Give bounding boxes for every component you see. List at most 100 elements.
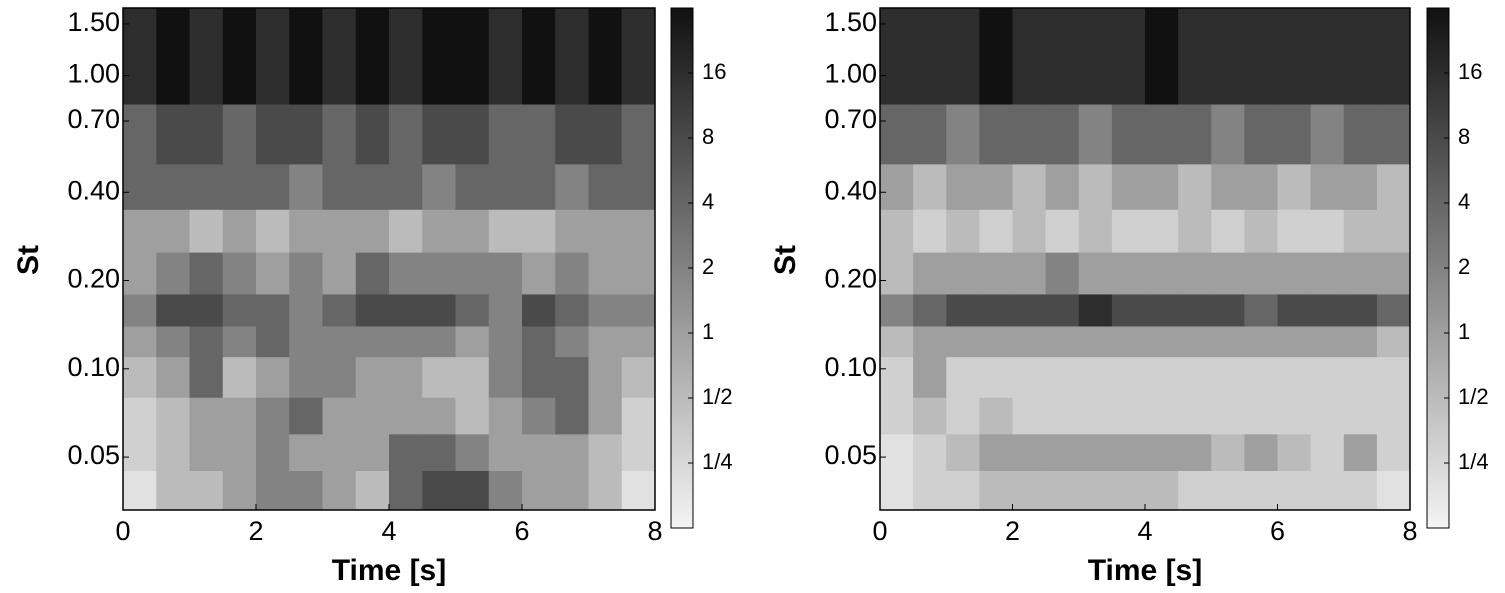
heat-cell [588,325,623,358]
heat-cell [588,433,623,472]
heat-cell [1343,433,1378,472]
y-tick-label: 0.70 [67,104,120,134]
heat-cell [1178,209,1212,253]
heat-cell [555,8,589,105]
heat-cell [946,252,980,295]
heat-cell [1078,293,1113,327]
heat-cell [488,163,523,210]
heat-cell [588,103,623,165]
heat-cell [1244,103,1278,165]
heat-cell [1211,356,1245,398]
heat-cell [1211,252,1245,295]
heat-cell [455,209,490,253]
heat-cell [1045,8,1080,105]
heat-cell [1111,209,1146,253]
heat-cell [1211,163,1245,210]
heat-cell [588,356,623,398]
heat-cell [455,356,490,398]
y-tick-label: 0.20 [67,264,120,294]
x-tick-label: 0 [872,516,887,546]
heat-cell [1310,163,1345,210]
heat-cell [189,433,224,472]
heat-cell [555,293,589,327]
heat-cell [488,356,523,398]
colorbar-tick-label: 2 [702,254,714,279]
heat-cell [1376,470,1411,511]
heat-cell [522,356,556,398]
heat-cell [256,397,290,435]
heat-cell [979,163,1013,210]
heat-cell [946,103,980,165]
heat-cell [256,356,290,398]
heat-cell [488,293,523,327]
x-tick-label: 0 [115,516,130,546]
heat-cell [289,103,323,165]
heat-cell [555,397,589,435]
heat-cell [355,433,390,472]
x-tick-label: 4 [381,516,396,546]
heat-cell [555,325,589,358]
heat-cell [1045,103,1080,165]
heat-cell [1376,397,1411,435]
heat-cell [1376,252,1411,295]
heat-cell [1045,356,1080,398]
heat-cell [522,325,556,358]
heat-cell [355,252,390,295]
heat-cell [322,163,357,210]
heat-cell [522,293,556,327]
heat-cell [1178,103,1212,165]
heat-cell [123,470,157,511]
heat-cell [1045,293,1080,327]
heat-cell [189,325,224,358]
heat-cell [555,470,589,511]
heat-cell [1111,325,1146,358]
heat-cell [1310,293,1345,327]
heat-cell [422,163,456,210]
y-tick-label: 1.00 [67,59,120,89]
heat-cell [389,209,423,253]
heat-cell [1310,397,1345,435]
heat-cell [1012,209,1047,253]
heat-cell [1078,8,1113,105]
heat-cell [322,470,357,511]
heat-cell [1310,356,1345,398]
heat-cell [1376,293,1411,327]
heat-cell [1145,252,1179,295]
heat-cell [1012,293,1047,327]
heat-cell [555,252,589,295]
heat-cell [189,163,224,210]
colorbar-tick-label: 1/2 [1458,384,1489,409]
heat-cell [322,103,357,165]
heat-cell [1277,8,1312,105]
heat-cell [1178,397,1212,435]
heat-cell [322,433,357,472]
heat-cell [1376,209,1411,253]
heat-cell [522,8,556,105]
heat-cell [1211,293,1245,327]
heat-cell [1310,325,1345,358]
heat-cell [1244,325,1278,358]
colorbar-tick-label: 1 [1458,319,1470,344]
colorbar-tick-label: 1 [702,319,714,344]
heat-cell [289,433,323,472]
heat-cell [123,433,157,472]
heat-cell [1211,209,1245,253]
heat-cell [1343,325,1378,358]
y-tick-label: 1.50 [67,7,120,37]
heat-cell [913,470,947,511]
colorbar-tick-label: 2 [1458,254,1470,279]
heat-cell [1343,293,1378,327]
heat-cell [189,293,224,327]
heat-cell [355,397,390,435]
heat-cell [389,470,423,511]
heat-cell [1343,252,1378,295]
heat-cell [1211,8,1245,105]
heat-cell [588,209,623,253]
heat-cell [222,433,257,472]
heat-cell [488,252,523,295]
heat-cell [322,293,357,327]
heat-cell [1343,209,1378,253]
heat-cell [946,163,980,210]
heat-cell [1045,209,1080,253]
